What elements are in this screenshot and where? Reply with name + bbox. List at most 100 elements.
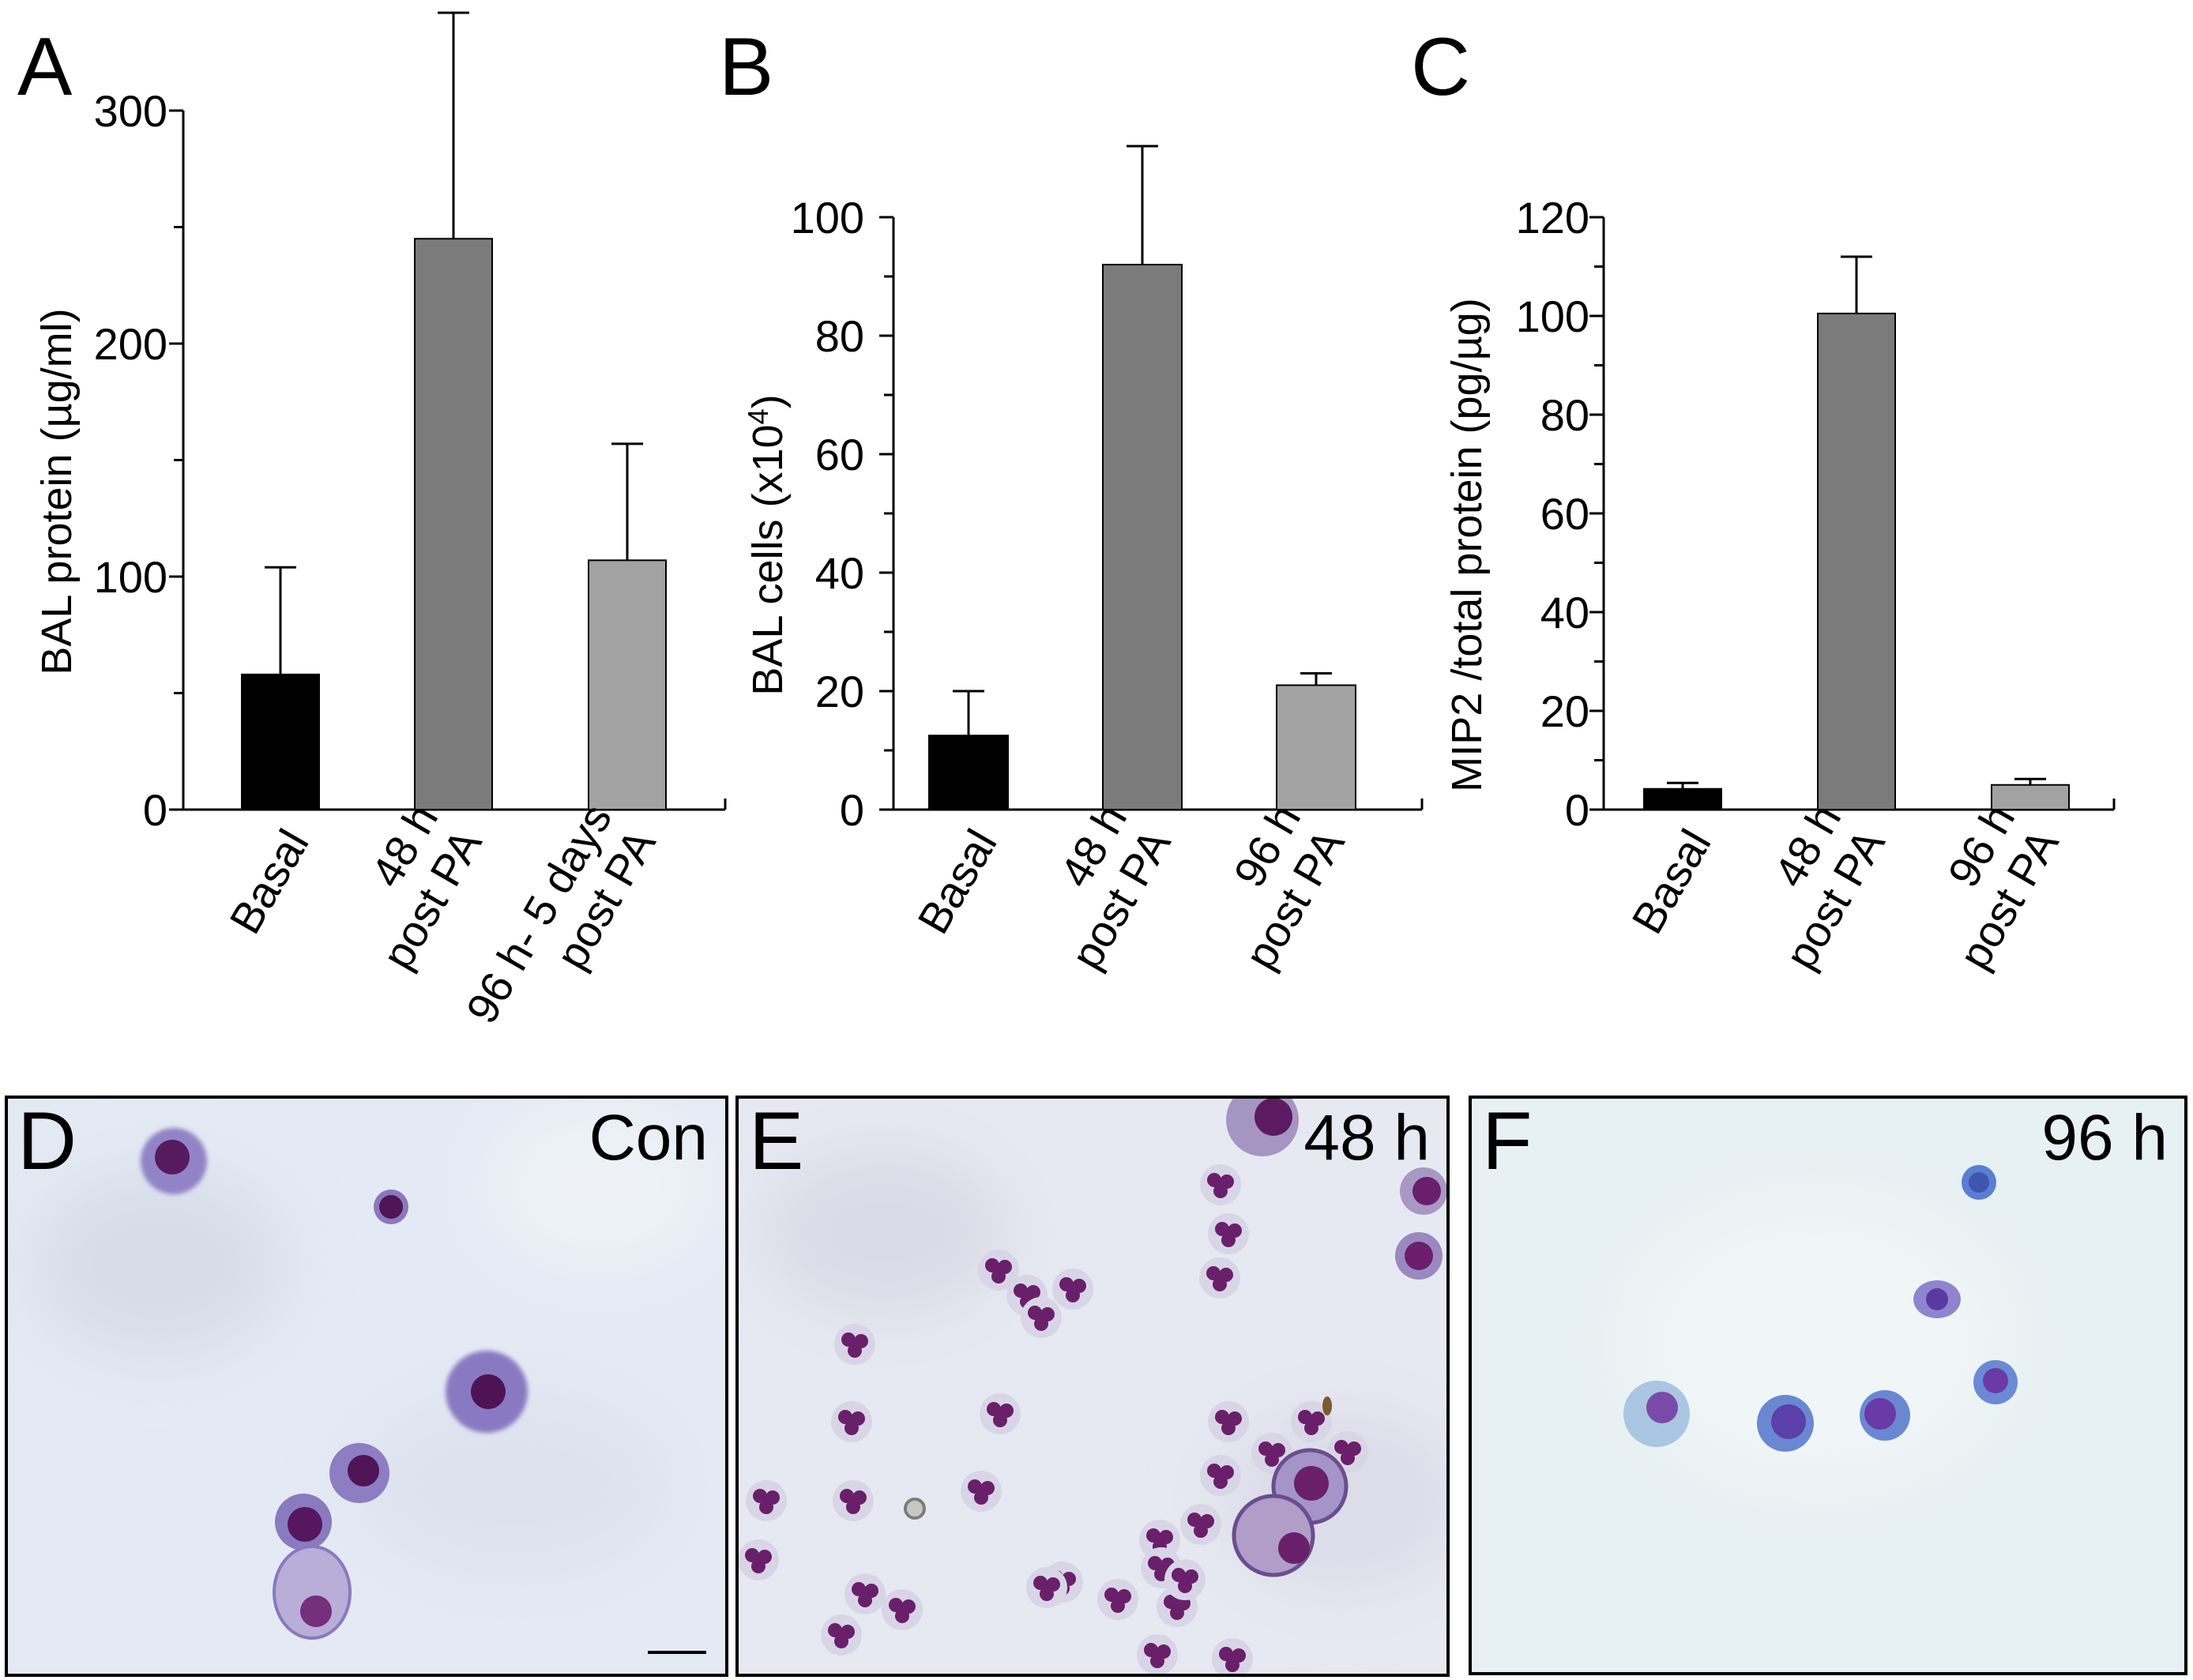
micrograph-e-border: [735, 1096, 1450, 1677]
macrophage-cell: [1860, 1390, 1910, 1441]
macrophage-cell: [1400, 1167, 1447, 1215]
y-tick-label: 300: [94, 86, 167, 136]
condition-label-e: 48 h: [1303, 1102, 1430, 1174]
panel-letter-f: F: [1482, 1096, 1533, 1187]
y-tick-label: 60: [1540, 489, 1589, 539]
y-axis-title: BAL cells (x104): [742, 394, 792, 695]
y-tick-label: 0: [1565, 785, 1589, 835]
neutrophil-cell: [833, 1480, 874, 1521]
y-tick-label: 40: [1540, 588, 1589, 637]
y-tick-label: 80: [815, 311, 864, 361]
y-tick-label: 200: [94, 319, 167, 369]
macrophage-cell: [275, 1494, 332, 1550]
macrophage-cell: [446, 1351, 528, 1433]
neutrophil-cell: [738, 1539, 779, 1580]
macrophage-cell: [273, 1545, 352, 1640]
micrograph-e: E 48 h: [735, 1096, 1450, 1677]
neutrophil-cell: [844, 1573, 886, 1614]
neutrophil-cell: [980, 1393, 1021, 1434]
micrograph-f-border: [1469, 1096, 2187, 1675]
category-label-line: Basal: [220, 821, 318, 942]
y-tick-label: 100: [791, 193, 864, 242]
y-tick-label: 0: [143, 785, 167, 835]
lymphocyte-cell: [374, 1190, 408, 1224]
neutrophil-cell: [1208, 1401, 1249, 1442]
chart-panel-c: C 0 20 40 60 80 100 120 MIP2 /total protein (pg…: [1411, 21, 2116, 978]
y-tick-label: 20: [815, 667, 864, 716]
macrophage-cell: [1913, 1280, 1961, 1318]
category-label: Basal: [220, 821, 318, 942]
category-label: Basal: [1622, 821, 1721, 942]
macrophage-cell: [1623, 1381, 1690, 1447]
category-label-line: Basal: [908, 821, 1006, 942]
chart-panel-b: B 0 20 40 60 80 100 BAL cells (x104) Basal 48 hp…: [719, 21, 1424, 978]
y-tick-label: 100: [1516, 291, 1589, 341]
bar: [1276, 684, 1356, 810]
micrograph-d: D Con: [5, 1096, 728, 1677]
panel-letter-b: B: [719, 21, 773, 113]
neutrophil-cell: [821, 1614, 862, 1656]
neutrophil-cell: [961, 1471, 1002, 1512]
y-tick-label: 120: [1516, 193, 1589, 242]
panel-letter-e: E: [749, 1096, 803, 1187]
y-tick-label: 80: [1540, 390, 1589, 440]
bar: [414, 238, 493, 810]
macrophage-cell: [1973, 1360, 2018, 1404]
condition-label-f: 96 h: [2041, 1102, 2168, 1174]
neutrophil-cell: [1021, 1297, 1062, 1338]
neutrophil-cell: [1200, 1164, 1241, 1205]
neutrophil-cell: [1097, 1579, 1138, 1620]
macrophage-cell: [1226, 1097, 1299, 1156]
neutrophil-cell: [1291, 1401, 1332, 1442]
panel-letter-c: C: [1411, 21, 1470, 113]
neutrophil-cell: [831, 1401, 872, 1442]
neutrophil-cell: [1026, 1567, 1067, 1608]
y-tick-label: 100: [94, 552, 167, 602]
neutrophil-cell: [1137, 1634, 1178, 1675]
neutrophil-cell: [1180, 1504, 1221, 1545]
lymphocyte-cell: [1962, 1165, 1996, 1200]
bar: [241, 673, 320, 811]
y-tick-label: 0: [840, 785, 864, 835]
neutrophil-cell: [978, 1250, 1019, 1291]
bar: [1817, 312, 1896, 810]
bar: [928, 735, 1009, 810]
neutrophil-cell: [746, 1480, 787, 1521]
y-axis-title: BAL protein (µg/ml): [33, 308, 81, 675]
debris-particle: [904, 1498, 926, 1520]
y-tick-label: 60: [815, 430, 864, 479]
y-axis-title: MIP2 /total protein (pg/µg): [1443, 298, 1491, 791]
bar: [588, 559, 667, 810]
macrophage-cell: [141, 1128, 207, 1194]
neutrophil-cell: [1052, 1268, 1093, 1310]
micrograph-d-border: [5, 1096, 728, 1677]
neutrophil-cell: [1164, 1559, 1206, 1600]
bar: [1102, 264, 1183, 810]
chart-panel-a: A 0 100 200 300 BAL protein (µg/ml) Basal 48 h…: [17, 11, 727, 1032]
macrophage-cell: [329, 1443, 389, 1503]
macrophage-cell: [1395, 1232, 1443, 1280]
micrograph-f: F 96 h: [1469, 1096, 2187, 1675]
bar: [1991, 784, 2070, 810]
category-label: Basal: [908, 821, 1006, 942]
neutrophil-cell: [882, 1589, 923, 1630]
macrophage-cell: [1232, 1494, 1315, 1577]
category-label-line: Basal: [1622, 821, 1721, 942]
panel-letter-a: A: [17, 21, 73, 113]
panel-letter-d: D: [17, 1096, 77, 1187]
bar: [1643, 787, 1722, 810]
neutrophil-cell: [1199, 1257, 1240, 1299]
neutrophil-cell: [1208, 1213, 1249, 1254]
neutrophil-cell: [1212, 1638, 1253, 1675]
debris-particle: [1322, 1396, 1332, 1415]
macrophage-cell: [1757, 1395, 1814, 1452]
neutrophil-cell: [834, 1324, 875, 1365]
y-tick-label: 40: [815, 548, 864, 598]
